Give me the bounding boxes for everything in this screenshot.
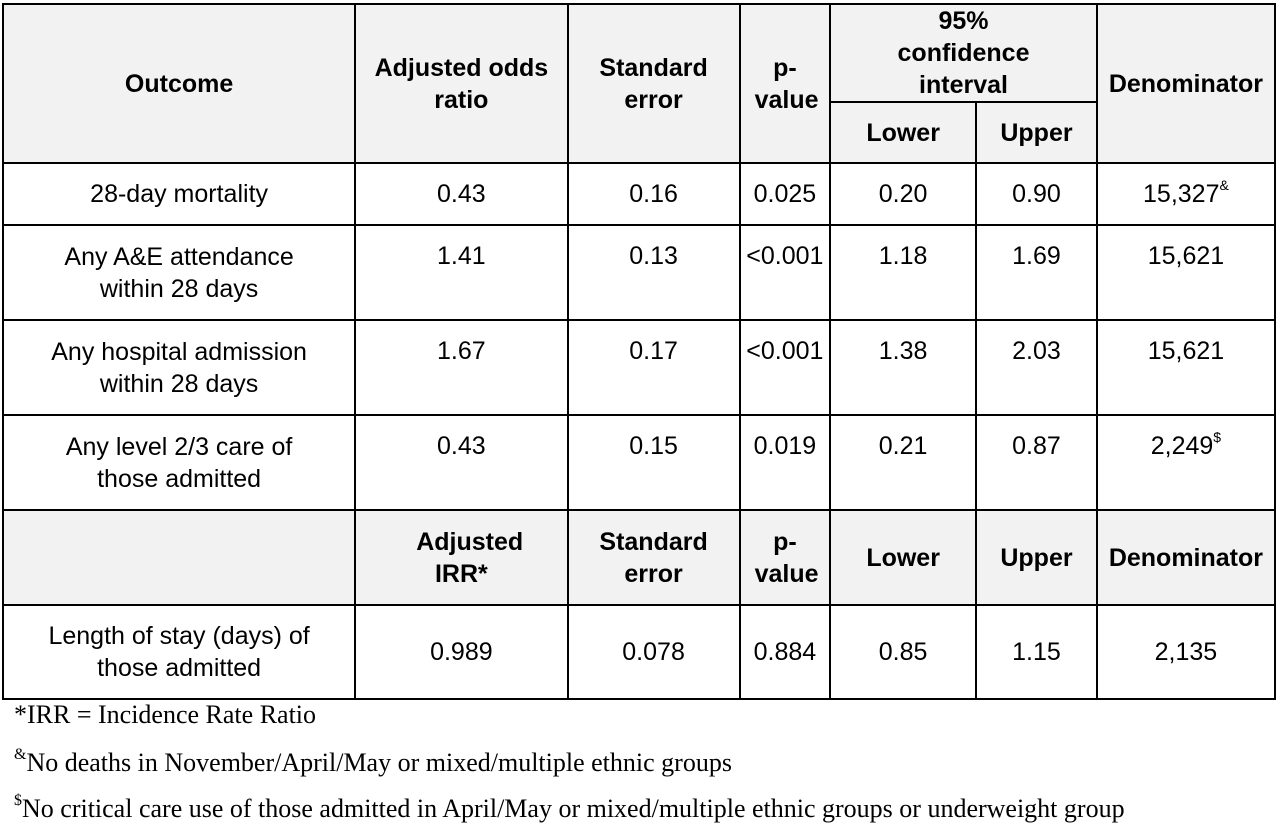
header2-adjusted-irr: Adjusted IRR*	[354, 509, 569, 606]
cell-lower: 1.18	[829, 224, 978, 321]
footnote-amp: &No deaths in November/April/May or mixe…	[14, 746, 732, 778]
table-row: 28-day mortality 0.43 0.16 0.025 0.20 0.…	[1, 162, 1277, 226]
cell-estimate: 0.989	[354, 604, 569, 700]
cell-estimate: 0.43	[354, 414, 569, 511]
footnote-amp-mark: &	[14, 746, 27, 763]
cell-denominator: 2,249$	[1095, 414, 1277, 511]
header-adjusted-odds-ratio: Adjusted odds ratio	[354, 3, 569, 164]
footnote-mark-amp: &	[1219, 177, 1229, 193]
table-row: Length of stay (days) of those admitted …	[1, 604, 1277, 700]
cell-p: 0.019	[738, 414, 832, 511]
header-denominator: Denominator	[1095, 3, 1277, 164]
cell-se: 0.13	[566, 224, 741, 321]
header2-lower: Lower	[829, 509, 978, 606]
cell-se: 0.17	[566, 319, 741, 416]
cell-outcome: Length of stay (days) of those admitted	[1, 604, 357, 700]
header-p-value: p-value	[738, 3, 832, 164]
cell-se: 0.15	[566, 414, 741, 511]
cell-lower: 0.20	[829, 162, 978, 226]
header2-denominator: Denominator	[1095, 509, 1277, 606]
footnote-dollar-mark: $	[14, 792, 22, 809]
header2-standard-error: Standard error	[566, 509, 741, 606]
header2-p-value: p-value	[738, 509, 832, 606]
cell-p: <0.001	[738, 224, 832, 321]
cell-upper: 1.69	[975, 224, 1098, 321]
cell-outcome: Any level 2/3 care of those admitted	[1, 414, 357, 511]
header2-upper: Upper	[975, 509, 1098, 606]
cell-lower: 0.85	[829, 604, 978, 700]
cell-outcome: Any hospital admission within 28 days	[1, 319, 357, 416]
header-row-2: Lower Upper	[3, 101, 1275, 164]
cell-estimate: 1.67	[354, 319, 569, 416]
footnote-dollar: $No critical care use of those admitted …	[14, 792, 1125, 824]
cell-denominator: 15,327&	[1095, 162, 1277, 226]
cell-lower: 0.21	[829, 414, 978, 511]
header-lower: Lower	[829, 101, 978, 164]
cell-denominator: 15,621	[1095, 319, 1277, 416]
header-row-irr: Adjusted IRR* Standard error p-value Low…	[1, 509, 1277, 606]
cell-denominator: 2,135	[1095, 604, 1277, 700]
footnote-irr: *IRR = Incidence Rate Ratio	[14, 700, 317, 729]
header-upper: Upper	[975, 101, 1098, 164]
cell-estimate: 1.41	[354, 224, 569, 321]
cell-se: 0.16	[566, 162, 741, 226]
cell-upper: 1.15	[975, 604, 1098, 700]
cell-p: 0.025	[738, 162, 832, 226]
cell-upper: 0.87	[975, 414, 1098, 511]
cell-outcome: Any A&E attendance within 28 days	[1, 224, 357, 321]
header-outcome: Outcome	[1, 3, 357, 164]
table-row: Any hospital admission within 28 days 1.…	[1, 319, 1277, 416]
cell-p: 0.884	[738, 604, 832, 700]
header-confidence-interval: 95% confidence interval	[829, 3, 1098, 103]
results-table: Outcome Adjusted odds ratio Standard err…	[1, 3, 1277, 700]
cell-estimate: 0.43	[354, 162, 569, 226]
header2-outcome	[1, 509, 357, 606]
cell-outcome: 28-day mortality	[1, 162, 357, 226]
table-row: Any level 2/3 care of those admitted 0.4…	[1, 414, 1277, 511]
table-row: Any A&E attendance within 28 days 1.41 0…	[1, 224, 1277, 321]
cell-denominator: 15,621	[1095, 224, 1277, 321]
header-row-1: Outcome Adjusted odds ratio Standard err…	[1, 3, 1277, 164]
header-standard-error: Standard error	[566, 3, 741, 164]
footnote-mark-dollar: $	[1213, 429, 1222, 445]
cell-p: <0.001	[738, 319, 832, 416]
cell-se: 0.078	[566, 604, 741, 700]
cell-upper: 0.90	[975, 162, 1098, 226]
cell-upper: 2.03	[975, 319, 1098, 416]
cell-lower: 1.38	[829, 319, 978, 416]
